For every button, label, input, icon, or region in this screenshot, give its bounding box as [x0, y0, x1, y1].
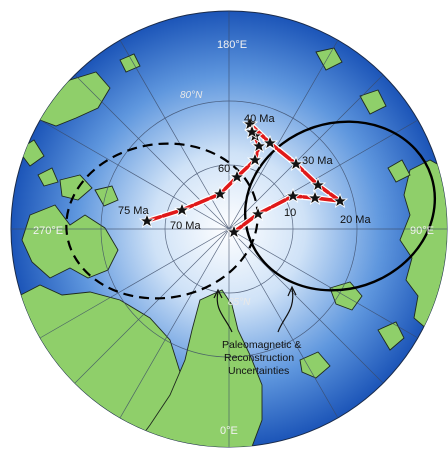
meridian-label-bottom: 0°E	[220, 425, 238, 437]
pole-star	[225, 223, 243, 239]
arrow-to-solid-ellipse	[277, 287, 294, 333]
uncertainty-note-line2: Reconstruction	[224, 352, 294, 364]
pole-star	[138, 212, 156, 228]
pole-star	[211, 185, 229, 201]
landmass-alaska	[39, 71, 111, 127]
uncertainty-note-line1: Paleomagnetic &	[222, 339, 301, 351]
age-label-40: 40 Ma	[244, 113, 275, 125]
age-label-75: 75 Ma	[118, 205, 149, 217]
pole-star	[331, 192, 349, 208]
pole-star	[250, 137, 268, 153]
age-label-70: 70 Ma	[170, 220, 201, 232]
arrow-to-dashed-ellipse	[216, 291, 233, 333]
age-label-10: 10	[284, 207, 296, 219]
landmass-eurasia	[399, 159, 447, 331]
age-label-30: 30 Ma	[302, 155, 333, 167]
pole-star	[261, 134, 279, 150]
pole-stars	[138, 115, 349, 239]
landmass-new-siberian-islands	[315, 47, 343, 71]
uncertainty-ellipse-dashed	[65, 142, 259, 300]
pole-star	[287, 155, 305, 171]
pole-star	[241, 115, 259, 131]
age-label-20: 20 Ma	[340, 214, 371, 226]
meridian-label-top: 180°E	[217, 39, 247, 51]
pole-star	[243, 123, 261, 139]
parallel-label-80n: 80°N	[180, 90, 203, 101]
graticule	[11, 11, 447, 447]
uncertainty-ellipse-solid	[243, 120, 437, 292]
track-line	[145, 122, 342, 234]
pole-star	[309, 176, 327, 192]
meridian-label-right: 90°E	[410, 225, 434, 237]
meridian-label-left: 270°E	[33, 225, 63, 237]
annotation-arrows	[213, 285, 297, 333]
pole-star	[284, 187, 302, 203]
pole-star	[173, 201, 191, 217]
pole-star	[249, 205, 267, 221]
pole-star	[246, 151, 264, 167]
age-label-60: 60	[218, 163, 230, 175]
parallel-label-85n: 85°N	[228, 297, 251, 308]
pole-star	[306, 189, 324, 205]
pole-track	[144, 121, 343, 235]
pole-star	[228, 168, 246, 184]
uncertainty-note-line3: Uncertainties	[228, 365, 289, 377]
